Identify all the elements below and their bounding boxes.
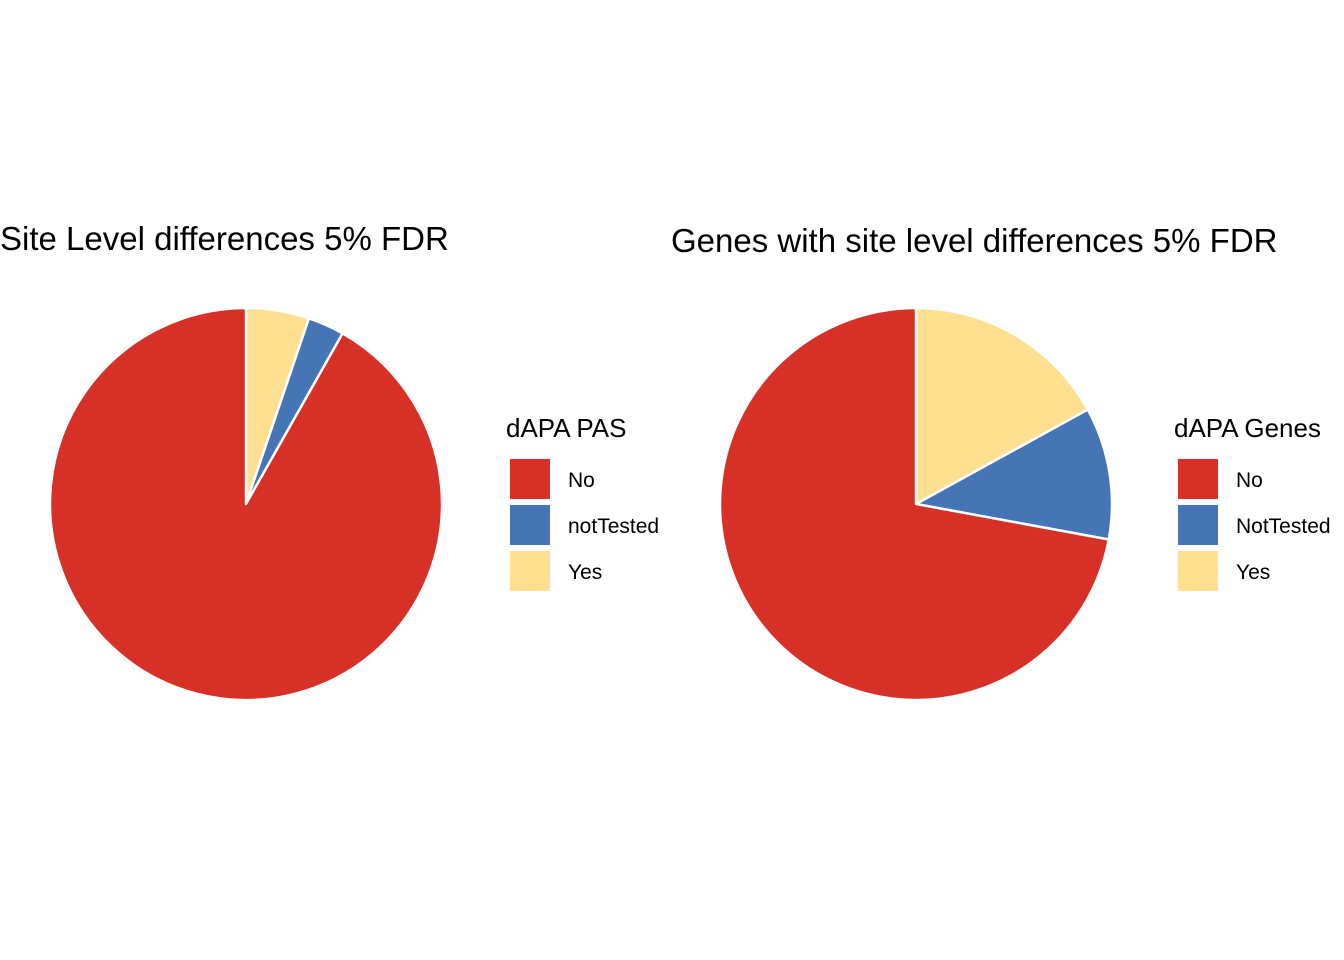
pie-slice-nottested [914, 408, 1114, 541]
legend-label: No [1236, 469, 1263, 492]
legend-item-yes: Yes [1178, 551, 1270, 591]
legend: dAPA Genes No NotTested Yes [1174, 413, 1331, 591]
legend: dAPA PAS No notTested Yes [506, 413, 659, 591]
legend-swatch [510, 505, 550, 545]
legend-item-no: No [1178, 459, 1263, 499]
pie-chart-genes: Genes with site level differences 5% FDR… [671, 222, 1331, 702]
legend-label: notTested [568, 515, 659, 538]
legend-item-no: No [510, 459, 595, 499]
legend-swatch [1178, 505, 1218, 545]
pie-chart-site-level: Site Level differences 5% FDR dAPA PAS N… [0, 220, 659, 702]
legend-swatch [1178, 551, 1218, 591]
legend-item-yes: Yes [510, 551, 602, 591]
legend-item-nottested: notTested [510, 505, 659, 545]
legend-label: No [568, 469, 595, 492]
legend-item-nottested: NotTested [1178, 505, 1331, 545]
legend-title: dAPA Genes [1174, 413, 1321, 443]
pie-slice-no [718, 306, 1111, 702]
pie-slice-no [48, 306, 444, 702]
legend-label: NotTested [1236, 515, 1331, 538]
legend-swatch [510, 551, 550, 591]
legend-items: No notTested Yes [510, 459, 659, 591]
pie-1 [718, 306, 1114, 702]
legend-label: Yes [1236, 561, 1270, 584]
legend-swatch [1178, 459, 1218, 499]
pie-slice-yes [914, 306, 1090, 506]
legend-title: dAPA PAS [506, 413, 626, 443]
pie-0 [48, 306, 444, 702]
legend-items: No NotTested Yes [1178, 459, 1331, 591]
legend-label: Yes [568, 561, 602, 584]
chart-title: Genes with site level differences 5% FDR [671, 222, 1278, 259]
chart-title: Site Level differences 5% FDR [0, 220, 449, 257]
legend-swatch [510, 459, 550, 499]
